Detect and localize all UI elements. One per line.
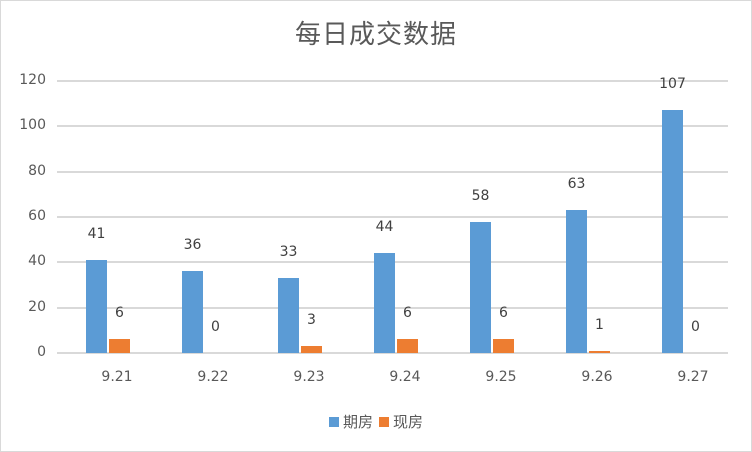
bar-existing xyxy=(301,346,322,353)
bar-existing xyxy=(397,339,418,353)
x-tick-label: 9.21 xyxy=(101,369,133,385)
bar-futures xyxy=(182,271,203,353)
legend-item: 现房 xyxy=(379,411,423,432)
bar-futures xyxy=(278,278,299,353)
gridline xyxy=(57,352,728,354)
gridline xyxy=(57,170,728,173)
data-label: 0 xyxy=(211,319,220,335)
x-tick-label: 9.27 xyxy=(677,369,709,385)
y-tick-label: 80 xyxy=(28,162,46,179)
x-tick-label: 9.25 xyxy=(485,369,517,385)
data-label: 107 xyxy=(659,76,686,93)
gridline xyxy=(57,125,728,128)
data-label: 58 xyxy=(471,187,490,204)
data-label: 6 xyxy=(499,305,508,322)
bar-futures xyxy=(374,253,395,353)
x-tick-label: 9.26 xyxy=(581,369,613,385)
legend-label: 期房 xyxy=(342,413,373,431)
legend: 期房 现房 xyxy=(0,411,752,432)
legend-item: 期房 xyxy=(328,411,373,432)
gridline xyxy=(57,216,728,218)
data-label: 33 xyxy=(279,244,298,261)
y-tick-label: 20 xyxy=(28,298,46,315)
y-tick-label: 0 xyxy=(37,344,46,360)
data-label: 0 xyxy=(691,319,700,335)
y-tick-label: 60 xyxy=(28,208,46,224)
data-label: 44 xyxy=(375,219,394,236)
bar-futures xyxy=(662,110,683,353)
data-label: 3 xyxy=(307,312,316,329)
legend-swatch-icon xyxy=(379,416,389,427)
legend-swatch-icon xyxy=(328,416,339,427)
data-label: 36 xyxy=(183,237,202,254)
gridline xyxy=(57,80,728,82)
data-label: 41 xyxy=(87,226,106,243)
chart-title: 每日成交数据 xyxy=(294,20,457,50)
bar-futures xyxy=(566,210,587,353)
legend-label: 现房 xyxy=(393,413,424,431)
x-tick-label: 9.24 xyxy=(389,369,421,385)
data-label: 6 xyxy=(403,305,412,322)
bar-existing xyxy=(589,350,610,353)
y-tick-label: 100 xyxy=(19,117,46,134)
y-tick-label: 40 xyxy=(28,253,46,270)
x-tick-label: 9.23 xyxy=(293,369,325,385)
bar-existing xyxy=(109,339,130,353)
x-tick-label: 9.22 xyxy=(197,369,229,385)
bar-futures xyxy=(470,221,491,353)
data-label: 63 xyxy=(567,176,586,193)
data-label: 1 xyxy=(595,316,604,333)
bar-existing xyxy=(493,339,514,353)
data-label: 6 xyxy=(115,305,124,322)
y-tick-label: 120 xyxy=(19,72,46,88)
bar-futures xyxy=(86,260,107,353)
